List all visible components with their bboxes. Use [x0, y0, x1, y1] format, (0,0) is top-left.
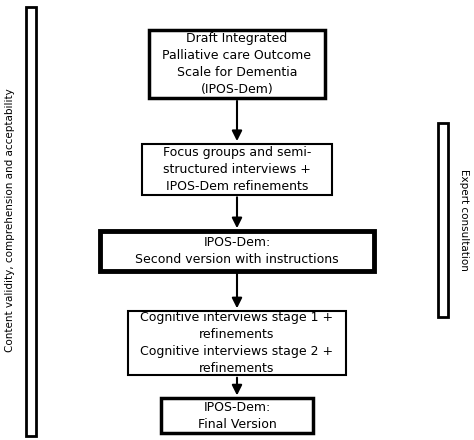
Bar — [161, 398, 313, 433]
Text: Content validity, comprehension and acceptability: Content validity, comprehension and acce… — [5, 88, 16, 352]
Text: IPOS-Dem:
Second version with instructions: IPOS-Dem: Second version with instructio… — [135, 236, 339, 266]
Text: Cognitive interviews stage 1 +
refinements
Cognitive interviews stage 2 +
refine: Cognitive interviews stage 1 + refinemen… — [140, 311, 334, 375]
Bar — [438, 123, 448, 317]
Text: IPOS-Dem:
Final Version: IPOS-Dem: Final Version — [198, 401, 276, 431]
Text: Draft Integrated
Palliative care Outcome
Scale for Dementia
(IPOS-Dem): Draft Integrated Palliative care Outcome… — [163, 32, 311, 96]
Bar — [26, 7, 36, 436]
Bar — [100, 231, 374, 271]
Text: Focus groups and semi-
structured interviews +
IPOS-Dem refinements: Focus groups and semi- structured interv… — [163, 146, 311, 193]
Text: Expert consultation: Expert consultation — [458, 169, 469, 271]
Bar — [142, 144, 332, 194]
Bar — [128, 312, 346, 375]
Bar — [149, 29, 325, 98]
